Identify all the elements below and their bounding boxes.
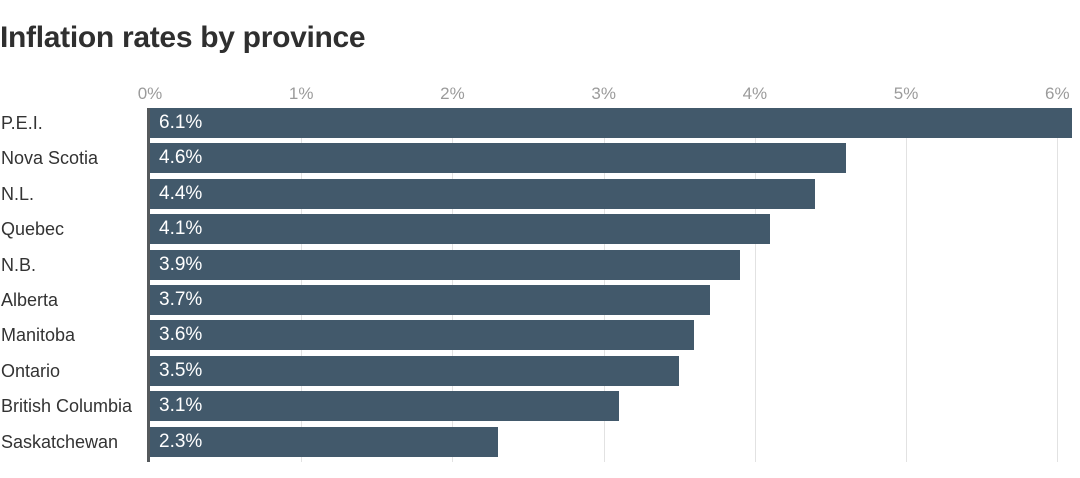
bar-row: Quebec 4.1%	[0, 214, 1080, 249]
category-label: Nova Scotia	[1, 148, 99, 169]
category-label: Quebec	[1, 219, 65, 240]
bar-rows: P.E.I. 6.1% Nova Scotia 4.6% N.L. 4.4% Quebec 4…	[0, 108, 1080, 462]
bar: 3.1%	[150, 391, 619, 422]
bar: 3.6%	[150, 320, 695, 351]
bar-track: 4.4%	[150, 178, 1080, 209]
bar-value-label: 3.1%	[159, 395, 203, 417]
bar-value-label: 4.1%	[159, 218, 203, 240]
bar-value-label: 4.4%	[159, 182, 203, 204]
gridline	[754, 108, 756, 462]
bar-row: Nova Scotia 4.6%	[0, 143, 1080, 178]
bar-row: Ontario 3.5%	[0, 355, 1080, 391]
bar-value-label: 6.1%	[159, 112, 203, 133]
bar: 3.7%	[150, 284, 710, 315]
category-label: Manitoba	[1, 325, 76, 346]
category-label: Saskatchewan	[1, 431, 119, 452]
x-tick-label: 5%	[893, 84, 919, 103]
category-label: N.B.	[1, 254, 37, 275]
bar-row: Saskatchewan 2.3%	[0, 426, 1080, 462]
category-label: N.L.	[1, 183, 35, 204]
bar-row: Alberta 3.7%	[0, 284, 1080, 320]
bar-value-label: 3.5%	[159, 359, 203, 381]
bar: 4.1%	[150, 214, 770, 245]
category-label: Ontario	[1, 360, 61, 381]
gridline	[1057, 108, 1059, 462]
gridline	[906, 108, 908, 462]
bar-row: N.B. 3.9%	[0, 249, 1080, 285]
x-tick-label: 1%	[288, 84, 314, 103]
x-tick-label: 4%	[742, 84, 768, 103]
bar-value-label: 3.9%	[159, 253, 203, 275]
bar-track: 3.6%	[150, 320, 1080, 351]
bar-track: 4.1%	[150, 214, 1080, 245]
bar-value-label: 4.6%	[159, 147, 203, 169]
category-label: Alberta	[1, 289, 59, 310]
bar-track: 4.6%	[150, 143, 1080, 174]
x-tick-label: 2%	[440, 84, 465, 103]
bar-row: N.L. 4.4%	[0, 178, 1080, 214]
bar-track: 3.1%	[150, 391, 1080, 422]
bar: 3.5%	[150, 355, 680, 386]
x-tick-label: 3%	[591, 84, 616, 103]
bar: 4.6%	[150, 143, 846, 174]
bar-track: 2.3%	[150, 426, 1080, 457]
bar: 6.1%	[150, 108, 1073, 138]
bar-value-label: 2.3%	[159, 430, 203, 452]
bar-row: British Columbia 3.1%	[0, 391, 1080, 426]
chart-title: Inflation rates by province	[0, 21, 366, 54]
x-tick-label: 6%	[1045, 84, 1070, 103]
x-axis-tick-labels: 0% 1% 2% 3% 4% 5% 6%	[138, 84, 1080, 104]
bar: 3.9%	[150, 249, 740, 280]
bar-track: 3.5%	[150, 355, 1080, 386]
zero-axis-line	[147, 108, 150, 462]
bar: 4.4%	[150, 178, 816, 209]
bar-row: Manitoba 3.6%	[0, 320, 1080, 355]
bar-track: 3.9%	[150, 249, 1080, 280]
category-label: British Columbia	[1, 396, 133, 417]
bar-row: P.E.I. 6.1%	[0, 108, 1080, 143]
bar: 2.3%	[150, 426, 498, 457]
x-tick-label: 0%	[137, 84, 163, 103]
bar-track: 6.1%	[150, 108, 1080, 138]
category-label: P.E.I.	[1, 113, 43, 133]
bar-value-label: 3.7%	[159, 288, 203, 310]
bar-track: 3.7%	[150, 284, 1080, 315]
bar-value-label: 3.6%	[159, 324, 203, 346]
